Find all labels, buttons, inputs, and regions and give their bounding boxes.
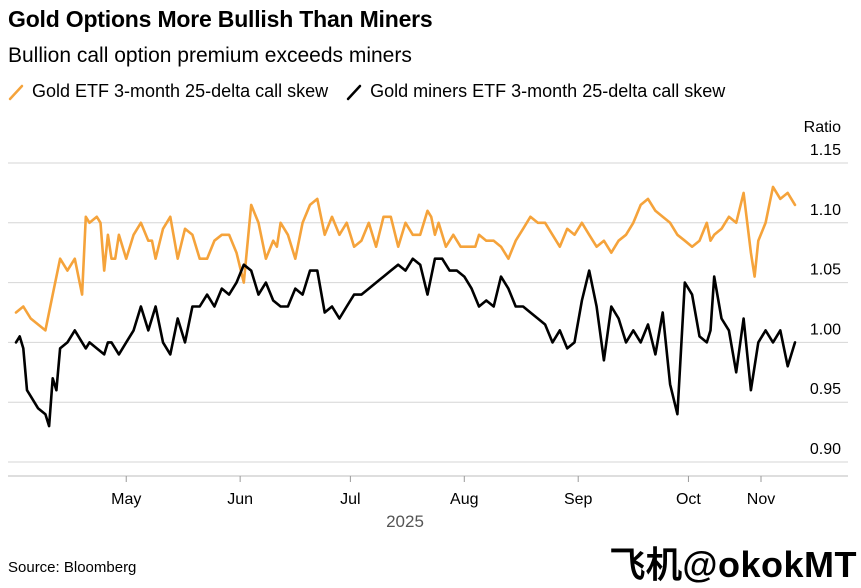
y-tick-labels: 1.15 1.10 1.05 1.00 0.95 0.90 bbox=[810, 142, 841, 458]
y-tick-label: 0.90 bbox=[810, 441, 841, 458]
x-tick-label-nov: Nov bbox=[747, 491, 775, 508]
series-line-gold-miners bbox=[14, 257, 797, 428]
series-lines bbox=[14, 185, 797, 428]
x-axis-year-label: 2025 bbox=[386, 512, 424, 531]
watermark: 飞机@okokMT bbox=[609, 544, 857, 585]
chart-title: Gold Options More Bullish Than Miners bbox=[8, 6, 433, 32]
legend-item-gold-miners: Gold miners ETF 3-month 25-delta call sk… bbox=[346, 81, 725, 102]
series-line-gold-etf bbox=[14, 185, 797, 332]
x-tick-label-jun: Jun bbox=[227, 491, 253, 508]
x-tick-label-oct: Oct bbox=[676, 491, 701, 508]
chart-subtitle: Bullion call option premium exceeds mine… bbox=[8, 44, 412, 67]
y-tick-label: 1.10 bbox=[810, 202, 841, 219]
legend-label-gold-miners: Gold miners ETF 3-month 25-delta call sk… bbox=[370, 81, 726, 101]
x-tick-label-sep: Sep bbox=[564, 491, 593, 508]
x-tick-label-may: May bbox=[111, 491, 141, 508]
legend-swatch-gold-etf bbox=[8, 84, 24, 100]
x-tick-label-jul: Jul bbox=[340, 491, 360, 508]
legend-label-gold-etf: Gold ETF 3-month 25-delta call skew bbox=[32, 81, 329, 101]
legend: Gold ETF 3-month 25-delta call skew Gold… bbox=[8, 81, 743, 102]
y-tick-label: 1.05 bbox=[810, 262, 841, 279]
legend-item-gold-etf: Gold ETF 3-month 25-delta call skew bbox=[8, 81, 328, 102]
source-note: Source: Bloomberg bbox=[8, 559, 137, 576]
y-tick-label: 1.15 bbox=[810, 142, 841, 159]
y-axis-label: Ratio bbox=[804, 119, 841, 136]
x-tick-label-aug: Aug bbox=[450, 491, 478, 508]
x-axis: May Jun Jul Aug Sep Oct Nov bbox=[111, 476, 775, 508]
y-tick-label: 0.95 bbox=[810, 381, 841, 398]
legend-swatch-gold-miners bbox=[346, 84, 362, 100]
y-tick-label: 1.00 bbox=[810, 321, 841, 338]
